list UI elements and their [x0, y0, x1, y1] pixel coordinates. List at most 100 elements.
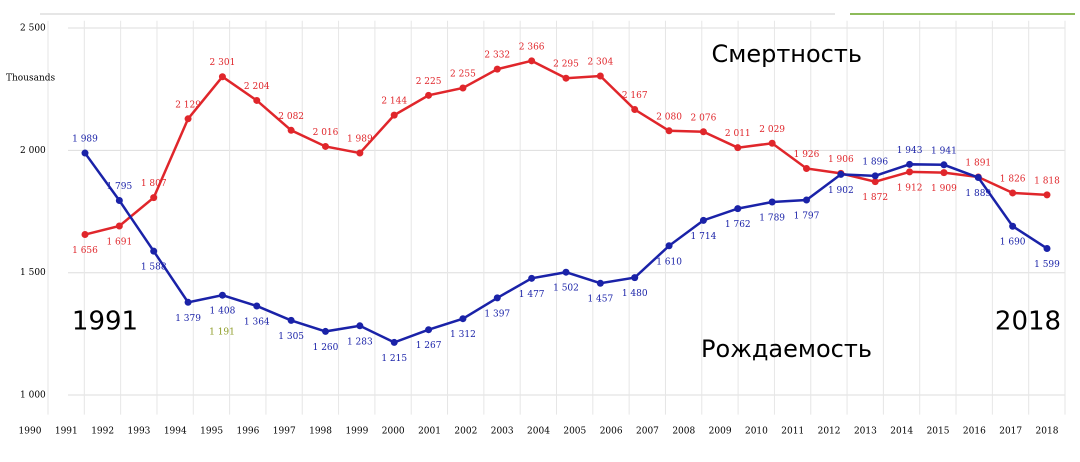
data-point	[699, 216, 707, 224]
data-point	[940, 169, 948, 177]
unit-label: Thousands	[6, 74, 56, 84]
x-tick-label: 2014	[890, 427, 913, 437]
data-point	[287, 126, 295, 134]
value-label: 2 304	[587, 57, 613, 67]
data-point	[1043, 191, 1051, 199]
annotation: 1991	[72, 307, 138, 337]
value-label: 2 129	[175, 100, 201, 110]
value-label: 2 255	[450, 69, 476, 79]
x-tick-label: 1998	[309, 427, 332, 437]
value-label: 1 902	[828, 186, 854, 196]
x-tick-label: 1995	[200, 427, 223, 437]
x-tick-label: 2004	[527, 427, 550, 437]
legend-deaths: Смертность	[711, 40, 862, 68]
data-point	[253, 96, 261, 104]
value-label: 1 896	[862, 157, 888, 167]
data-point	[150, 247, 158, 255]
value-label: 2 011	[725, 129, 751, 139]
data-point	[218, 73, 226, 81]
data-point	[906, 160, 914, 168]
value-label: 2 029	[759, 125, 785, 135]
data-point	[596, 72, 604, 80]
x-tick-label: 1993	[128, 427, 151, 437]
data-point	[287, 316, 295, 324]
value-label: 1 457	[587, 295, 613, 305]
data-point	[390, 338, 398, 346]
data-point	[528, 57, 536, 65]
data-point	[459, 315, 467, 323]
data-point	[699, 128, 707, 136]
data-point	[596, 279, 604, 287]
value-label: 1 872	[862, 193, 888, 203]
data-point	[322, 327, 329, 335]
data-point	[459, 84, 467, 92]
value-label: 1 656	[72, 246, 98, 256]
value-label: 1 610	[656, 257, 682, 267]
value-label: 1 312	[450, 330, 476, 340]
value-label: 1 408	[210, 307, 236, 317]
value-label: 1 906	[828, 155, 854, 165]
x-tick-label: 1990	[19, 427, 42, 437]
data-point	[974, 174, 982, 182]
x-tick-label: 1992	[91, 427, 114, 437]
value-label: 1 795	[106, 182, 132, 192]
data-point	[562, 268, 570, 276]
value-label: 2 204	[244, 82, 270, 92]
data-point	[1043, 244, 1051, 252]
data-point	[631, 274, 639, 282]
data-point	[81, 149, 89, 157]
value-label: 2 016	[313, 128, 339, 138]
data-point	[1009, 222, 1017, 230]
value-label: 1 215	[381, 354, 407, 364]
x-tick-label: 2015	[927, 427, 950, 437]
data-point	[803, 196, 810, 204]
x-tick-label: 2005	[563, 427, 586, 437]
data-point	[356, 322, 364, 330]
data-point	[150, 194, 158, 202]
data-point	[871, 172, 879, 180]
x-tick-label: 2009	[709, 427, 732, 437]
x-tick-label: 1997	[273, 427, 296, 437]
x-tick-label: 2016	[963, 427, 986, 437]
value-label: 1 588	[141, 263, 167, 273]
data-point	[322, 142, 329, 150]
data-point	[390, 111, 398, 119]
value-label: 2 076	[691, 113, 717, 123]
data-point	[940, 161, 948, 169]
x-tick-label: 2018	[1036, 427, 1059, 437]
y-tick-label: 2 000	[20, 146, 46, 156]
data-point	[665, 242, 673, 250]
x-tick-label: 2002	[454, 427, 477, 437]
data-point	[803, 164, 810, 172]
data-point	[734, 205, 742, 213]
value-label: 1 690	[1000, 238, 1026, 248]
y-tick-label: 1 000	[20, 391, 46, 401]
x-tick-label: 1996	[236, 427, 259, 437]
x-tick-label: 2010	[745, 427, 768, 437]
value-label: 1 283	[347, 337, 373, 347]
value-label: 1 989	[347, 135, 373, 145]
data-point	[115, 197, 123, 205]
value-label: 1 260	[313, 343, 339, 353]
value-label: 1 826	[1000, 174, 1026, 184]
x-tick-label: 2000	[382, 427, 405, 437]
data-point	[562, 74, 570, 82]
value-label: 1 480	[622, 289, 648, 299]
value-label: 1 599	[1034, 260, 1060, 270]
data-point	[837, 170, 845, 178]
data-point	[425, 91, 433, 99]
data-point	[1009, 189, 1017, 197]
y-tick-label: 2 500	[20, 24, 46, 34]
value-label: 1 912	[897, 183, 923, 193]
value-label: 1 364	[244, 317, 270, 327]
x-tick-label: 2011	[781, 427, 804, 437]
value-label: 2 295	[553, 60, 579, 70]
data-point	[906, 168, 914, 176]
data-point	[115, 222, 123, 230]
value-label: 1 379	[175, 314, 201, 324]
value-label: 1 762	[725, 220, 751, 230]
data-point	[218, 291, 226, 299]
value-label: 1 989	[72, 135, 98, 145]
